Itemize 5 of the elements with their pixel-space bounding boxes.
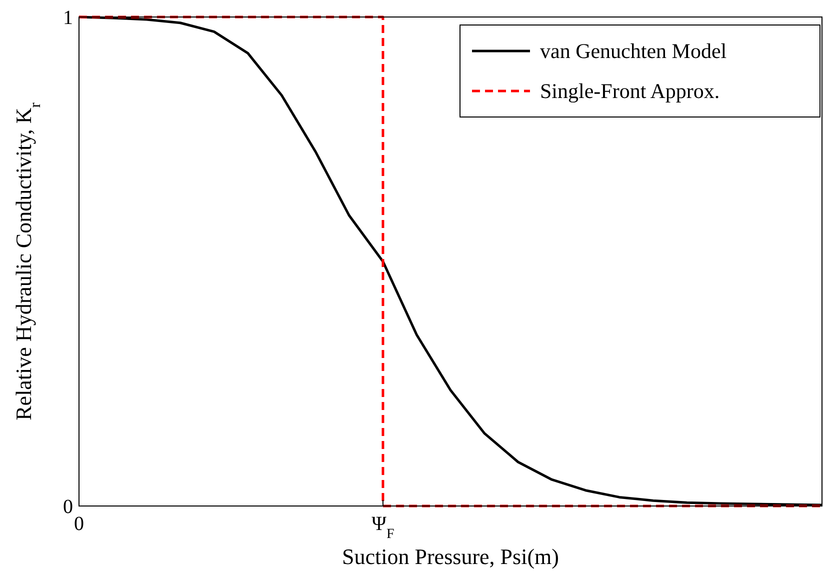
y-tick-label: 1 bbox=[63, 7, 73, 29]
x-axis-title: Suction Pressure, Psi(m) bbox=[342, 544, 559, 569]
legend-label: Single-Front Approx. bbox=[540, 79, 720, 103]
legend-label: van Genuchten Model bbox=[540, 39, 727, 63]
x-tick-label: Ψ$_{F}$ bbox=[372, 513, 394, 542]
